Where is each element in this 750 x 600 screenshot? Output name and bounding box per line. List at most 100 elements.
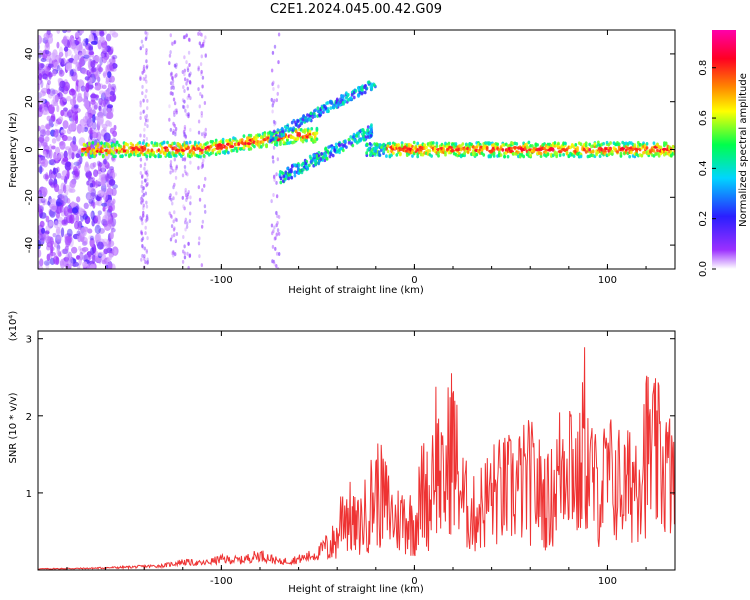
heatmap-cell — [66, 128, 72, 135]
heatmap-cell — [378, 143, 382, 147]
colorbar-label: Normalized spectral amplitude — [738, 73, 749, 227]
heatmap-cell — [286, 166, 290, 171]
heatmap-cell — [198, 254, 201, 259]
heatmap-cell — [72, 113, 78, 121]
heatmap-cell — [47, 90, 54, 99]
heatmap-cell — [40, 87, 48, 94]
heatmap-cell — [60, 227, 65, 238]
heatmap-cell — [140, 218, 143, 223]
heatmap-cell — [225, 145, 228, 150]
heatmap-cell — [671, 145, 675, 149]
heatmap-cell — [383, 147, 387, 151]
heatmap-cell — [39, 220, 45, 228]
heatmap-cell — [143, 254, 146, 259]
heatmap-cell — [144, 191, 148, 196]
heatmap-cell — [423, 143, 427, 147]
heatmap-cell — [197, 119, 201, 124]
heatmap-cell — [274, 211, 278, 216]
heatmap-cell — [296, 119, 300, 123]
heatmap-cell — [72, 97, 77, 105]
heatmap-cell — [197, 165, 200, 170]
heatmap-cell — [84, 56, 89, 62]
heatmap-cell — [81, 68, 88, 75]
heatmap-cell — [45, 261, 50, 269]
heatmap-cell — [169, 159, 173, 164]
heatmap-cell — [141, 198, 144, 203]
heatmap-cell — [188, 80, 192, 85]
heatmap-cell — [145, 183, 148, 188]
heatmap-cell — [200, 224, 204, 229]
heatmap-cell — [228, 138, 232, 142]
heatmap-cell — [142, 109, 145, 114]
heatmap-cell — [106, 104, 114, 109]
heatmap-cell — [85, 192, 92, 201]
heatmap-cell — [198, 197, 202, 202]
heatmap-cell — [146, 98, 149, 103]
heatmap-cell — [527, 140, 531, 145]
heatmap-cell — [59, 195, 66, 204]
heatmap-cell — [53, 128, 59, 138]
heatmap-cell — [185, 60, 188, 65]
heatmap-cell — [60, 175, 66, 180]
heatmap-cell — [274, 120, 277, 125]
heatmap-cell — [281, 129, 285, 134]
heatmap-cell — [296, 137, 300, 141]
heatmap-cell — [78, 52, 84, 58]
heatmap-cell — [271, 103, 274, 108]
heatmap-cell — [353, 139, 357, 143]
heatmap-cell — [170, 41, 174, 46]
heatmap-cell — [229, 145, 235, 149]
heatmap-cell — [203, 204, 207, 209]
colorbar-tick-label: 0.6 — [698, 110, 709, 126]
heatmap-cell — [106, 218, 114, 227]
heatmap-cell — [273, 225, 276, 230]
heatmap-cell — [40, 103, 47, 108]
heatmap-cell — [333, 148, 337, 152]
heatmap-cell — [330, 146, 334, 150]
heatmap-cell — [181, 259, 185, 264]
heatmap-cell — [351, 135, 355, 139]
heatmap-cell — [95, 214, 101, 221]
heatmap-cell — [146, 261, 149, 266]
heatmap-cell — [43, 109, 50, 115]
heatmap-cell — [499, 153, 503, 157]
heatmap-cell — [89, 162, 95, 170]
heatmap-cell — [102, 71, 107, 79]
heatmap-cell — [92, 161, 97, 168]
heatmap-cell — [106, 187, 113, 196]
heatmap-cell — [378, 153, 382, 157]
heatmap-cell — [358, 90, 362, 95]
heatmap-cell — [539, 154, 543, 159]
heatmap-cell — [141, 84, 144, 89]
heatmap-cell — [91, 219, 95, 227]
heatmap-cell — [66, 228, 73, 237]
heatmap-cell — [91, 121, 97, 130]
heatmap-cell — [43, 260, 50, 266]
heatmap-cell — [280, 170, 284, 175]
heatmap-cell — [105, 243, 111, 253]
heatmap-cell — [350, 93, 354, 97]
heatmap-cell — [95, 70, 100, 81]
heatmap-cell — [40, 80, 44, 88]
heatmap-cell — [59, 258, 65, 269]
heatmap-cell — [145, 250, 149, 255]
heatmap-cell — [335, 97, 339, 102]
heatmap-cell — [183, 68, 187, 73]
heatmap-cell — [169, 144, 173, 149]
heatmap-cell — [273, 174, 276, 179]
heatmap-cell — [169, 170, 172, 175]
heatmap-cell — [85, 171, 92, 178]
heatmap-cell — [112, 151, 116, 155]
heatmap-cell — [363, 90, 367, 95]
heatmap-cell — [108, 205, 113, 213]
heatmap-cell — [188, 38, 191, 43]
heatmap-cell — [321, 155, 325, 160]
heatmap-cell — [47, 79, 51, 86]
heatmap-cell — [96, 214, 101, 225]
heatmap-cell — [47, 35, 54, 44]
heatmap-cell — [242, 146, 246, 150]
heatmap-cell — [139, 111, 142, 116]
heatmap-cell — [275, 210, 278, 215]
heatmap-cell — [277, 32, 281, 37]
heatmap-cell — [276, 266, 280, 269]
